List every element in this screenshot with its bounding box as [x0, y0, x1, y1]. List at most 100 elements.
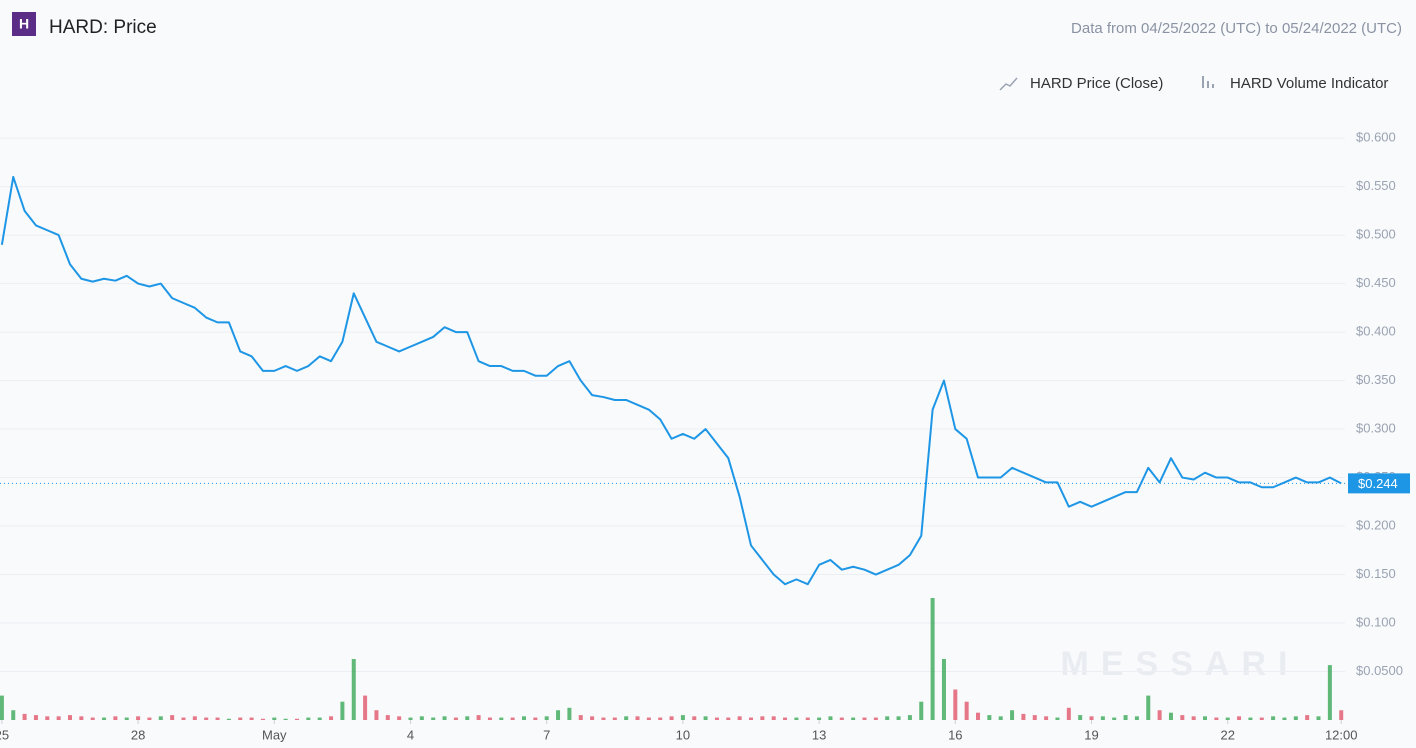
- volume-bar: [760, 716, 765, 720]
- volume-bar: [1100, 716, 1105, 720]
- volume-bar: [987, 715, 992, 720]
- volume-bar: [976, 712, 981, 720]
- volume-bar: [544, 716, 549, 720]
- x-tick-label: 12:00: [1325, 727, 1358, 742]
- volume-bar: [317, 717, 322, 720]
- volume-bar: [79, 716, 84, 720]
- volume-bar: [1032, 715, 1037, 720]
- volume-bar: [919, 701, 924, 720]
- volume-bar: [1203, 716, 1208, 720]
- volume-bar: [1305, 715, 1310, 720]
- volume-bar: [249, 717, 254, 720]
- volume-bar: [556, 710, 561, 720]
- x-tick-label: 13: [812, 727, 826, 742]
- y-tick-label: $0.150: [1356, 566, 1396, 581]
- volume-bar: [1327, 665, 1332, 720]
- legend-bar-icon: [1202, 76, 1214, 88]
- volume-bar: [1214, 717, 1219, 720]
- volume-bar: [612, 717, 617, 720]
- x-tick-label: 4: [407, 727, 414, 742]
- volume-bar: [147, 717, 152, 720]
- volume-bar: [215, 717, 220, 720]
- volume-bar: [669, 716, 674, 720]
- last-value-box: [1348, 473, 1410, 494]
- volume-bar: [828, 716, 833, 720]
- volume-bar: [658, 717, 663, 720]
- volume-bar: [0, 695, 4, 720]
- volume-bar: [624, 716, 629, 720]
- volume-bar: [419, 716, 424, 720]
- volume-bar: [453, 717, 458, 720]
- volume-bar: [703, 716, 708, 720]
- volume-bar: [340, 701, 345, 720]
- subtitle: Data from 04/25/2022 (UTC) to 05/24/2022…: [1071, 20, 1402, 37]
- y-tick-label: $0.400: [1356, 324, 1396, 339]
- volume-bar: [817, 717, 822, 720]
- volume-bar: [1282, 717, 1287, 720]
- x-tick-label: 10: [676, 727, 690, 742]
- volume-bar: [1055, 717, 1060, 720]
- volume-bar: [839, 717, 844, 720]
- x-tick-label: 19: [1084, 727, 1098, 742]
- volume-bar: [283, 718, 288, 720]
- volume-bar: [1134, 716, 1139, 720]
- y-tick-label: $0.200: [1356, 517, 1396, 532]
- watermark: MESSARI: [1061, 645, 1300, 683]
- volume-bar: [397, 716, 402, 720]
- volume-bar: [33, 715, 38, 720]
- volume-bar: [794, 717, 799, 720]
- volume-bar: [635, 716, 640, 720]
- volume-bar: [329, 716, 334, 720]
- volume-bar: [136, 716, 141, 720]
- volume-bar: [930, 598, 935, 720]
- volume-bar: [1168, 712, 1173, 720]
- volume-bar: [158, 716, 163, 720]
- volume-bar: [578, 715, 583, 720]
- volume-bar: [805, 717, 810, 720]
- volume-bar: [1044, 716, 1049, 720]
- volume-bar: [680, 715, 685, 720]
- volume-bar: [567, 707, 572, 720]
- legend-label: HARD Price (Close): [1030, 75, 1163, 92]
- volume-bar: [363, 695, 368, 720]
- volume-bar: [590, 716, 595, 720]
- volume-bar: [374, 710, 379, 720]
- volume-bar: [749, 717, 754, 720]
- volume-bar: [851, 717, 856, 720]
- volume-bar: [646, 717, 651, 720]
- volume-bar: [533, 717, 538, 720]
- volume-bar: [1191, 716, 1196, 720]
- volume-bar: [351, 659, 356, 720]
- x-tick-label: 25: [0, 727, 9, 742]
- last-value-label: $0.244: [1358, 476, 1398, 491]
- volume-bar: [714, 717, 719, 720]
- volume-bar: [692, 716, 697, 720]
- volume-bar: [1021, 713, 1026, 720]
- volume-bar: [192, 716, 197, 720]
- volume-bar: [442, 716, 447, 720]
- volume-bar: [306, 717, 311, 720]
- volume-bar: [102, 717, 107, 720]
- legend-label: HARD Volume Indicator: [1230, 75, 1388, 92]
- x-tick-label: 7: [543, 727, 550, 742]
- volume-bar: [1089, 716, 1094, 720]
- volume-bar: [431, 717, 436, 720]
- x-tick-label: May: [262, 727, 287, 742]
- volume-bar: [1112, 717, 1117, 720]
- volume-bar: [170, 715, 175, 720]
- volume-bar: [1157, 710, 1162, 720]
- volume-bar: [113, 716, 118, 720]
- logo: H: [19, 16, 29, 32]
- volume-bar: [1293, 716, 1298, 720]
- volume-bar: [56, 716, 61, 720]
- legend-line-icon: [999, 77, 1018, 91]
- volume-bar: [885, 716, 890, 720]
- volume-bar: [771, 716, 776, 720]
- volume-bar: [408, 717, 413, 720]
- volume-bar: [998, 716, 1003, 720]
- y-tick-label: $0.550: [1356, 178, 1396, 193]
- volume-bar: [1123, 715, 1128, 720]
- volume-bar: [1010, 710, 1015, 720]
- volume-bar: [476, 715, 481, 720]
